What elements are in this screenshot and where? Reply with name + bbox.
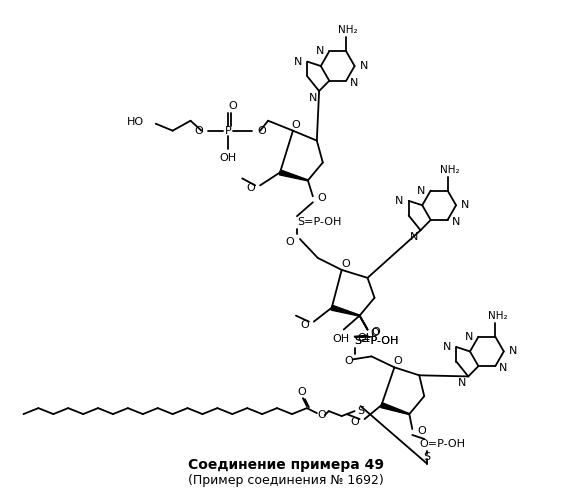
Polygon shape xyxy=(279,170,308,181)
Text: O: O xyxy=(247,184,255,194)
Text: S: S xyxy=(424,452,431,462)
Text: O: O xyxy=(344,356,353,366)
Text: O: O xyxy=(372,326,380,336)
Text: O: O xyxy=(292,120,300,130)
Text: (Пример соединения № 1692): (Пример соединения № 1692) xyxy=(188,474,384,487)
Text: O=P-OH: O=P-OH xyxy=(419,439,465,449)
Text: N: N xyxy=(461,200,470,210)
Text: O: O xyxy=(228,101,237,111)
Text: N: N xyxy=(499,363,508,373)
Text: O: O xyxy=(317,410,326,420)
Text: N: N xyxy=(451,217,460,227)
Text: O: O xyxy=(371,328,379,338)
Text: NH₂: NH₂ xyxy=(339,26,358,36)
Text: N: N xyxy=(350,78,359,88)
Text: N: N xyxy=(458,378,466,388)
Text: P: P xyxy=(225,126,232,136)
Text: O: O xyxy=(318,194,327,203)
Text: O: O xyxy=(297,387,306,397)
Text: N: N xyxy=(443,342,451,352)
Polygon shape xyxy=(331,306,360,316)
Text: O: O xyxy=(300,320,309,330)
Text: N: N xyxy=(410,232,419,242)
Text: N: N xyxy=(509,346,517,356)
Text: NH₂: NH₂ xyxy=(440,164,459,174)
Text: OH: OH xyxy=(332,334,349,344)
Text: OH: OH xyxy=(357,332,374,342)
Text: N: N xyxy=(316,46,324,56)
Text: N: N xyxy=(465,332,474,342)
Polygon shape xyxy=(381,403,410,414)
Text: O: O xyxy=(393,356,402,366)
Text: N: N xyxy=(360,61,368,71)
Text: NH₂: NH₂ xyxy=(487,311,507,321)
Text: O: O xyxy=(257,126,266,136)
Text: N: N xyxy=(309,93,317,103)
Text: OH: OH xyxy=(220,152,237,162)
Text: HO: HO xyxy=(126,116,144,126)
Text: N: N xyxy=(395,196,404,206)
Text: S=P-OH: S=P-OH xyxy=(355,336,399,346)
Text: N: N xyxy=(418,186,426,196)
Text: Соединение примера 49: Соединение примера 49 xyxy=(188,458,384,472)
Text: O: O xyxy=(417,426,426,436)
Text: S=P-OH: S=P-OH xyxy=(355,336,399,346)
Text: O: O xyxy=(341,259,350,269)
Text: N: N xyxy=(294,56,303,66)
Text: O: O xyxy=(194,126,204,136)
Text: O: O xyxy=(351,417,360,427)
Text: S: S xyxy=(357,406,364,416)
Text: S=P-OH: S=P-OH xyxy=(297,217,341,227)
Text: O: O xyxy=(285,237,295,247)
